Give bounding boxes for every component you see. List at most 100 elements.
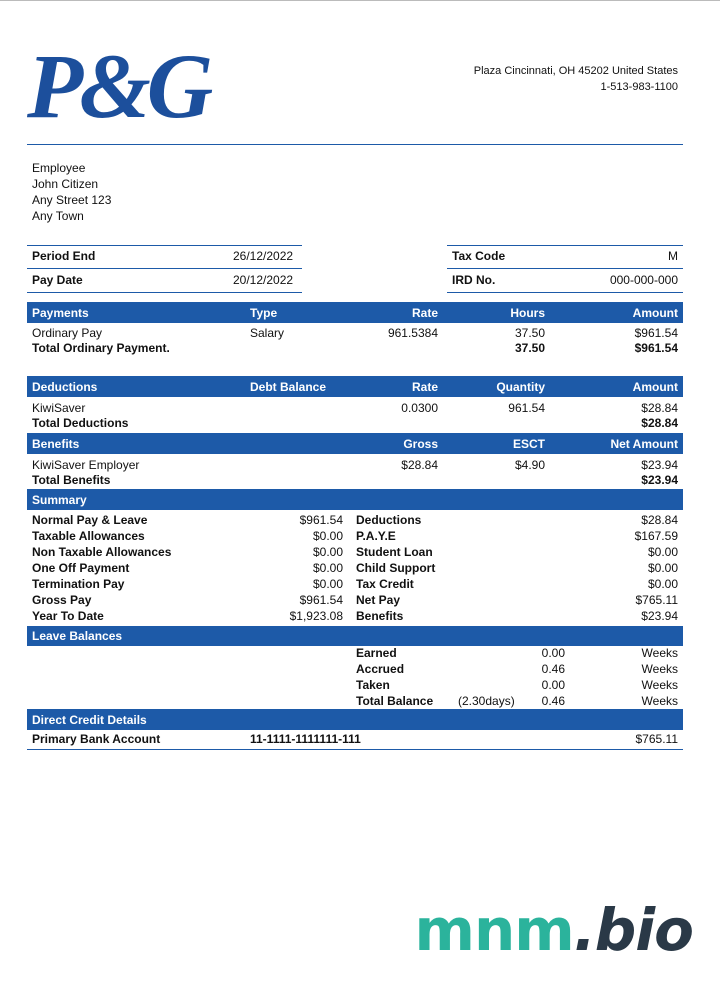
summary-value: $0.00 bbox=[312, 529, 343, 543]
column-header: Quantity bbox=[496, 379, 545, 394]
table-cell: Total Benefits bbox=[32, 473, 111, 487]
column-header: ESCT bbox=[512, 436, 545, 451]
employee-line: John Citizen bbox=[32, 177, 99, 191]
table-cell: KiwiSaver bbox=[32, 401, 86, 415]
rule bbox=[27, 245, 302, 246]
summary-value: $0.00 bbox=[312, 545, 343, 559]
table-cell: $28.84 bbox=[641, 401, 678, 415]
summary-label: Termination Pay bbox=[32, 577, 125, 591]
leave-unit: Weeks bbox=[641, 678, 678, 692]
summary-label: Deductions bbox=[356, 513, 422, 527]
table-cell: 961.54 bbox=[508, 401, 545, 415]
column-header: Gross bbox=[403, 436, 438, 451]
summary-label: Net Pay bbox=[356, 593, 401, 607]
summary-value: $28.84 bbox=[641, 513, 678, 527]
field-value: 20/12/2022 bbox=[233, 273, 294, 287]
section-header-bar bbox=[27, 433, 683, 454]
section-title: Summary bbox=[32, 492, 87, 507]
employee-line: Any Town bbox=[32, 209, 84, 223]
summary-label: Benefits bbox=[356, 609, 404, 623]
column-header: Benefits bbox=[32, 436, 80, 451]
summary-label: P.A.Y.E bbox=[356, 529, 396, 543]
field-value: 26/12/2022 bbox=[233, 249, 294, 263]
section-header-bar bbox=[27, 489, 683, 510]
column-header: Deductions bbox=[32, 379, 98, 394]
summary-label: Student Loan bbox=[356, 545, 433, 559]
column-header: Amount bbox=[632, 379, 678, 394]
leave-label: Accrued bbox=[356, 662, 405, 676]
company-logo: P&G bbox=[27, 35, 213, 137]
leave-value: 0.00 bbox=[541, 646, 565, 660]
leave-label: Total Balance bbox=[356, 694, 434, 708]
leave-value: 0.46 bbox=[541, 662, 565, 676]
section-header-bar bbox=[27, 626, 683, 646]
table-cell: Total Ordinary Payment. bbox=[32, 341, 170, 355]
table-cell: Salary bbox=[250, 326, 285, 340]
rule bbox=[447, 268, 683, 269]
top-border bbox=[0, 0, 720, 1]
watermark: mnm.bio bbox=[414, 896, 694, 964]
summary-value: $961.54 bbox=[299, 593, 343, 607]
summary-label: One Off Payment bbox=[32, 561, 130, 575]
section-title: Direct Credit Details bbox=[32, 712, 147, 727]
summary-value: $0.00 bbox=[647, 545, 678, 559]
summary-value: $0.00 bbox=[647, 577, 678, 591]
column-header: Rate bbox=[411, 379, 438, 394]
credit-amount: $765.11 bbox=[635, 732, 679, 746]
summary-value: $1,923.08 bbox=[289, 609, 343, 623]
summary-label: Taxable Allowances bbox=[32, 529, 145, 543]
leave-value: 0.46 bbox=[541, 694, 565, 708]
company-phone: 1-513-983-1100 bbox=[600, 81, 678, 93]
table-cell: $961.54 bbox=[634, 326, 678, 340]
employee-line: Employee bbox=[32, 161, 86, 175]
leave-label: Earned bbox=[356, 646, 397, 660]
field-label: Pay Date bbox=[32, 273, 83, 287]
column-header: Debt Balance bbox=[250, 379, 327, 394]
table-cell: $28.84 bbox=[641, 416, 678, 430]
column-header: Type bbox=[250, 305, 278, 320]
summary-label: Year To Date bbox=[32, 609, 104, 623]
summary-value: $0.00 bbox=[647, 561, 678, 575]
field-label: Tax Code bbox=[452, 249, 506, 263]
field-value: 000-000-000 bbox=[609, 273, 678, 287]
leave-label: Taken bbox=[356, 678, 390, 692]
footer-rule bbox=[27, 749, 683, 750]
field-value: M bbox=[668, 249, 678, 263]
summary-label: Child Support bbox=[356, 561, 436, 575]
table-cell: $23.94 bbox=[641, 458, 678, 472]
summary-value: $167.59 bbox=[634, 529, 678, 543]
summary-value: $0.00 bbox=[312, 577, 343, 591]
table-cell: 37.50 bbox=[514, 341, 545, 355]
leave-unit: Weeks bbox=[641, 646, 678, 660]
column-header: Amount bbox=[632, 305, 678, 320]
summary-label: Non Taxable Allowances bbox=[32, 545, 172, 559]
table-cell: Ordinary Pay bbox=[32, 326, 103, 340]
summary-label: Gross Pay bbox=[32, 593, 92, 607]
summary-value: $765.11 bbox=[635, 593, 679, 607]
rule bbox=[27, 268, 302, 269]
section-header-bar bbox=[27, 709, 683, 730]
column-header: Hours bbox=[510, 305, 545, 320]
table-cell: KiwiSaver Employer bbox=[32, 458, 140, 472]
rule bbox=[447, 245, 683, 246]
section-title: Leave Balances bbox=[32, 629, 123, 643]
table-cell: $961.54 bbox=[634, 341, 678, 355]
watermark-part: .bio bbox=[573, 896, 694, 964]
table-cell: Total Deductions bbox=[32, 416, 129, 430]
watermark-part: mnm bbox=[414, 896, 575, 964]
table-cell: $4.90 bbox=[514, 458, 545, 472]
leave-value: 0.00 bbox=[541, 678, 565, 692]
summary-value: $23.94 bbox=[641, 609, 678, 623]
employee-line: Any Street 123 bbox=[32, 193, 112, 207]
rule bbox=[447, 292, 683, 293]
account-label: Primary Bank Account bbox=[32, 732, 161, 746]
rule bbox=[27, 292, 302, 293]
table-cell: 0.0300 bbox=[401, 401, 438, 415]
summary-value: $0.00 bbox=[312, 561, 343, 575]
account-number: 11-1111-1111111-111 bbox=[250, 732, 361, 746]
summary-label: Normal Pay & Leave bbox=[32, 513, 148, 527]
field-label: Period End bbox=[32, 249, 96, 263]
column-header: Rate bbox=[411, 305, 438, 320]
table-cell: 961.5384 bbox=[387, 326, 438, 340]
table-cell: 37.50 bbox=[514, 326, 545, 340]
